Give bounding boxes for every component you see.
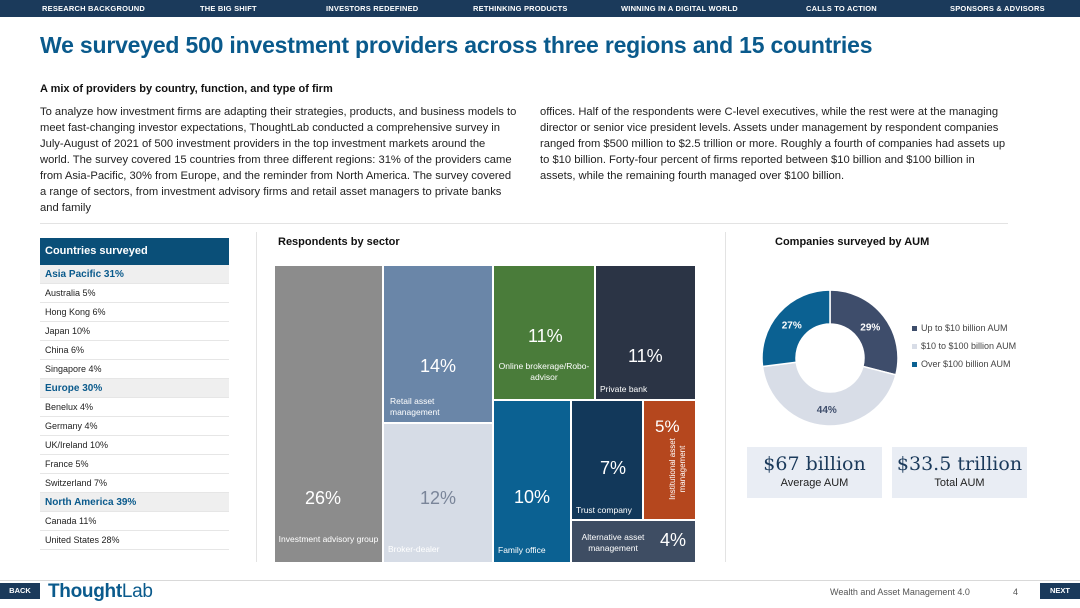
nav-winning-digital-world[interactable]: WINNING IN A DIGITAL WORLD [621,4,738,13]
donut-slice-0 [829,289,899,376]
country-row: Japan 10% [40,322,229,341]
column-divider-left [256,232,257,562]
nav-investors-redefined[interactable]: INVESTORS REDEFINED [326,4,419,13]
tile-family-office: 10% Family office [494,401,570,562]
country-row: China 6% [40,341,229,360]
nav-calls-to-action[interactable]: CALLS TO ACTION [806,4,877,13]
logo-thought: Thought [48,581,122,602]
nav-sponsors-advisors[interactable]: SPONSORS & ADVISORS [950,4,1045,13]
nav-research-background[interactable]: RESEARCH BACKGROUND [42,4,145,13]
stat-average-aum-value: $67 billion [763,453,866,475]
country-row: UK/Ireland 10% [40,436,229,455]
nav-rethinking-products[interactable]: RETHINKING PRODUCTS [473,4,568,13]
donut-slice-1 [761,361,897,427]
legend-label-up-to-10b: Up to $10 billion AUM [921,323,1008,333]
aum-donut-svg: 29% 44% 27% [761,289,899,427]
tile-online-brokerage-label: Online brokerage/Robo-advisor [498,361,590,382]
aum-donut-chart: 29% 44% 27% [760,288,900,428]
country-row: Hong Kong 6% [40,303,229,322]
legend-item-10-to-100b: $10 to $100 billion AUM [912,340,1022,352]
tile-institutional-pct: 5% [655,417,680,436]
country-row: Switzerland 7% [40,474,229,493]
country-row: Canada 11% [40,512,229,531]
tile-trust-company-label: Trust company [576,505,632,515]
tile-broker-dealer: 12% Broker-dealer [384,424,492,562]
tile-broker-dealer-label: Broker-dealer [388,544,440,554]
country-row: Singapore 4% [40,360,229,379]
donut-slice-label-1: 44% [817,405,837,416]
next-button[interactable]: NEXT [1040,583,1080,599]
report-name: Wealth and Asset Management 4.0 [830,587,970,597]
back-button[interactable]: BACK [0,583,40,599]
tile-alternative: Alternative asset management 4% [572,521,695,562]
footer-divider [0,580,1080,581]
tile-family-office-label: Family office [498,545,546,555]
nav-the-big-shift[interactable]: THE BIG SHIFT [200,4,257,13]
countries-table-header: Countries surveyed [40,238,229,265]
section-divider [40,223,1008,224]
region-row: Asia Pacific 31% [40,265,229,284]
region-row: North America 39% [40,493,229,512]
donut-slice-label-2: 27% [782,320,802,331]
page-number: 4 [1013,587,1019,597]
tile-family-office-pct: 10% [514,487,551,507]
top-navigation: RESEARCH BACKGROUND THE BIG SHIFT INVEST… [0,0,1080,17]
tile-private-bank-label: Private bank [600,384,648,394]
tile-retail-asset-label: Retail asset management [390,396,440,417]
aum-legend: Up to $10 billion AUM $10 to $100 billio… [912,322,1022,376]
tile-trust-company-pct: 7% [600,458,627,478]
tile-retail-asset-pct: 14% [420,356,457,376]
tile-investment-advisory: 26% Investment advisory group [275,266,382,562]
legend-swatch-10-to-100b [912,344,917,349]
country-row: France 5% [40,455,229,474]
country-row: Germany 4% [40,417,229,436]
tile-broker-dealer-pct: 12% [420,488,457,508]
tile-alternative-label: Alternative asset management [581,532,645,553]
legend-swatch-up-to-10b [912,326,917,331]
stat-total-aum-value: $33.5 trillion [896,453,1023,475]
tile-institutional: 5% Institutional asset management [644,401,695,519]
countries-table: Countries surveyed Asia Pacific 31% Austr… [40,238,229,550]
page-subtitle: A mix of providers by country, function,… [40,83,333,95]
tile-investment-advisory-pct: 26% [305,488,342,508]
legend-item-over-100b: Over $100 billion AUM [912,358,1022,370]
aum-chart-title: Companies surveyed by AUM [775,236,930,248]
stat-average-aum-label: Average AUM [780,477,849,489]
column-divider-right [725,232,726,562]
tile-online-brokerage: 11% Online brokerage/Robo-advisor [494,266,594,399]
legend-label-over-100b: Over $100 billion AUM [921,359,1011,369]
donut-slice-2 [761,289,831,368]
tile-trust-company: 7% Trust company [572,401,642,519]
tile-private-bank-pct: 11% [628,346,663,366]
donut-slice-label-0: 29% [860,323,880,334]
tile-retail-asset: 14% Retail asset management [384,266,492,422]
logo-lab: Lab [121,581,153,602]
stat-total-aum: $33.5 trillion Total AUM [892,447,1027,498]
legend-item-up-to-10b: Up to $10 billion AUM [912,322,1022,334]
tile-alternative-pct: 4% [660,530,687,550]
stat-average-aum: $67 billion Average AUM [747,447,882,498]
intro-paragraph-left: To analyze how investment firms are adap… [40,106,517,214]
region-row: Europe 30% [40,379,229,398]
legend-swatch-over-100b [912,362,917,367]
tile-investment-advisory-label: Investment advisory group [278,534,379,544]
country-row: Benelux 4% [40,398,229,417]
tile-online-brokerage-pct: 11% [528,326,563,346]
page-title: We surveyed 500 investment providers acr… [40,32,873,58]
intro-paragraph-right: offices. Half of the respondents were C-… [540,106,1006,182]
legend-label-10-to-100b: $10 to $100 billion AUM [921,341,1017,351]
stat-total-aum-label: Total AUM [934,477,985,489]
tile-institutional-label: Institutional asset management [668,438,687,500]
country-row: Australia 5% [40,284,229,303]
sector-chart-title: Respondents by sector [278,236,400,248]
tile-private-bank: 11% Private bank [596,266,695,399]
country-row: United States 28% [40,531,229,550]
thoughtlab-logo: ThoughtLab [48,580,153,604]
